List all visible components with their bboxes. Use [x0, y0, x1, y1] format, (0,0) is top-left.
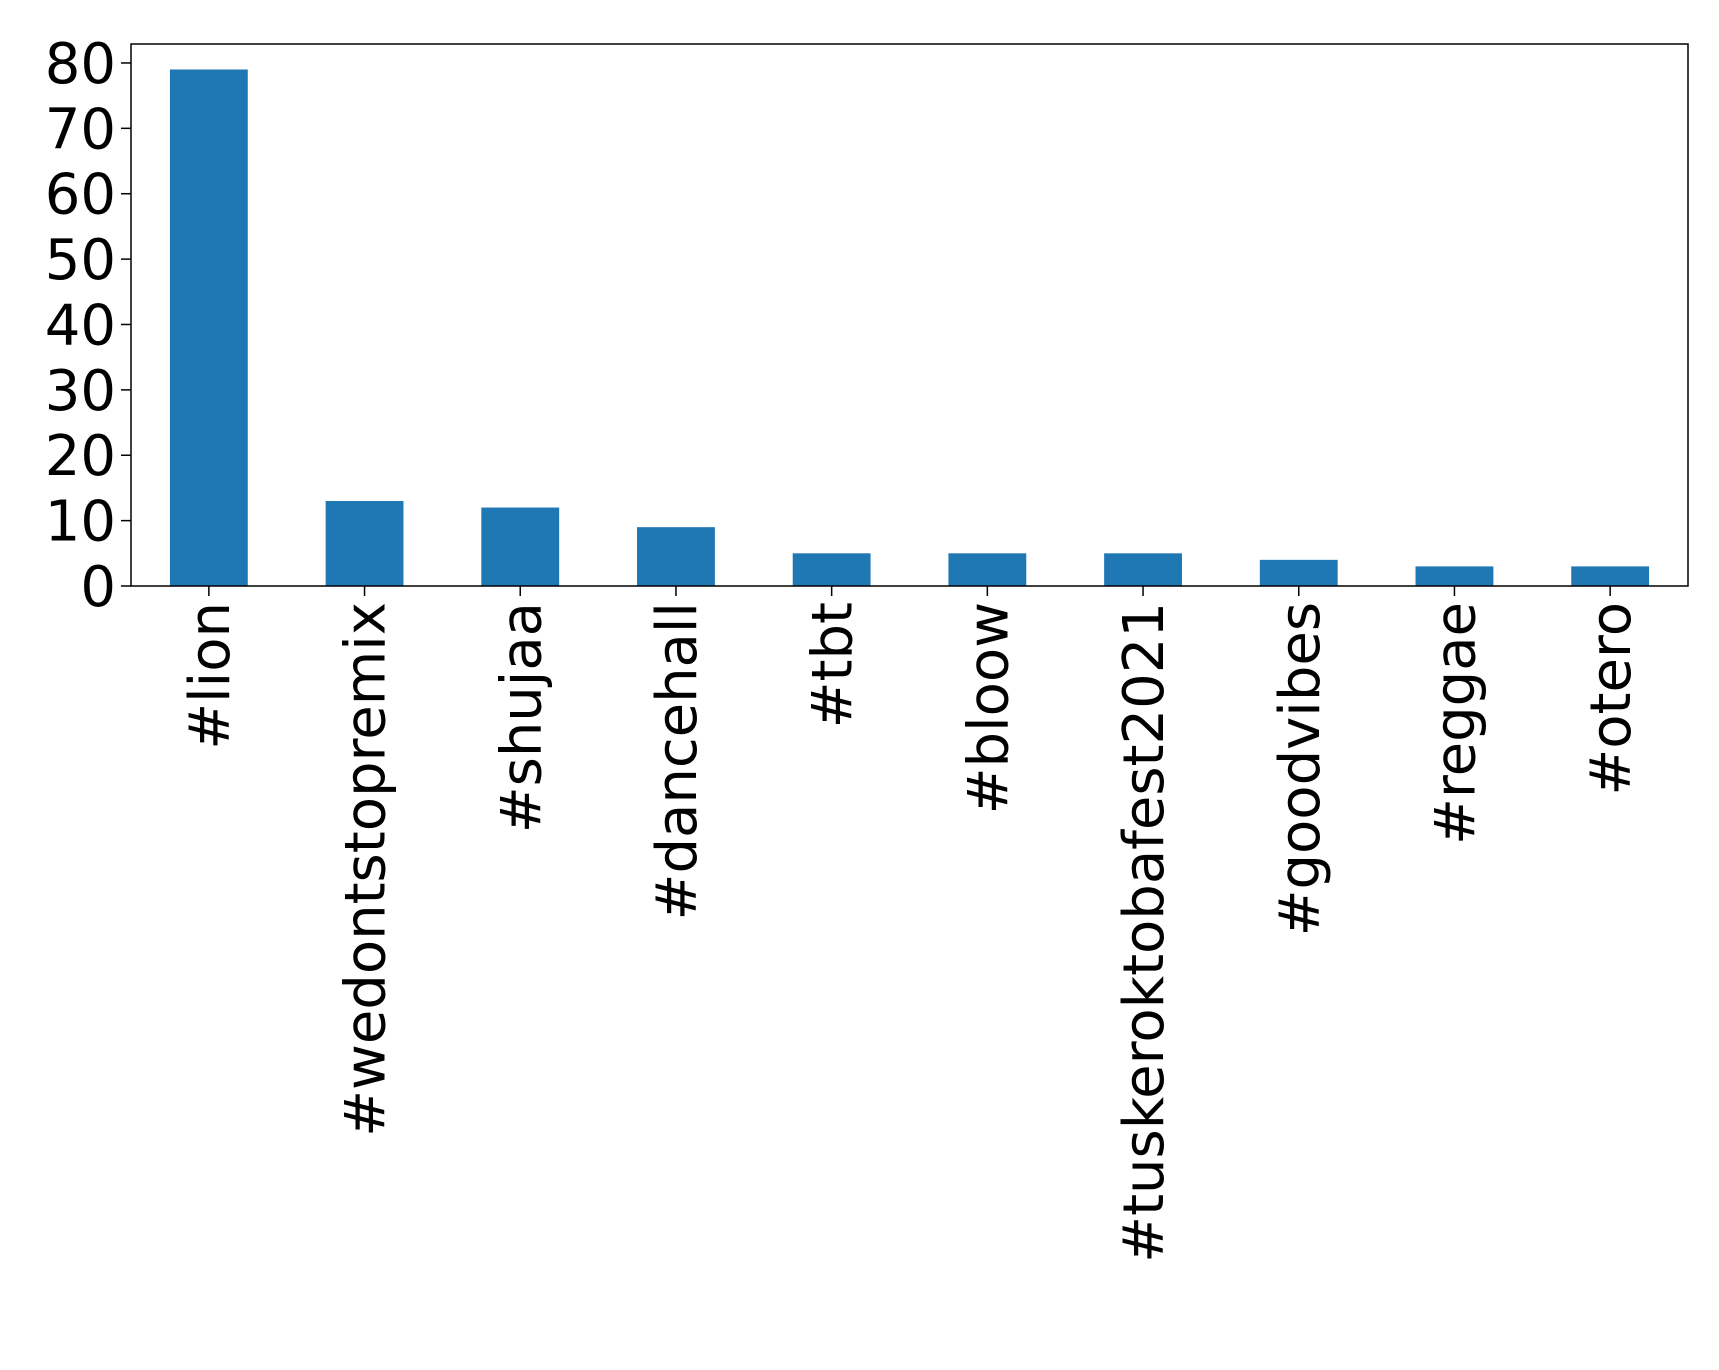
y-tick-label: 70: [45, 97, 116, 162]
bar-reggae: [1415, 566, 1494, 586]
x-tick-label: #tuskeroktobafest2021: [1112, 602, 1177, 1263]
bar-dancehall: [637, 527, 715, 586]
x-tick-label: #otero: [1579, 602, 1644, 796]
y-tick-label: 60: [45, 163, 116, 228]
y-tick-label: 30: [45, 359, 116, 424]
bar-bloow: [948, 553, 1027, 586]
x-tick-label: #wedontstopremix: [334, 602, 399, 1137]
y-tick-label: 50: [45, 228, 116, 293]
bars-group: [169, 69, 1650, 587]
y-tick-label: 10: [45, 490, 116, 555]
y-tick-label: 20: [45, 424, 116, 489]
x-tick-label: #shujaa: [489, 602, 554, 833]
bar-goodvibes: [1259, 559, 1338, 586]
x-tick-label: #goodvibes: [1268, 602, 1333, 936]
y-tick-label: 80: [45, 32, 116, 97]
bar-tuskeroktobafest2021: [1104, 553, 1182, 586]
bar-otero: [1571, 566, 1650, 586]
bar-wedontstopremix: [325, 501, 404, 586]
bar-shujaa: [481, 507, 560, 586]
bar-lion: [169, 69, 248, 587]
x-tick-label: #tbt: [801, 602, 866, 728]
x-tick-label: #lion: [178, 602, 243, 750]
y-tick-label: 0: [80, 555, 116, 620]
x-tick-label: #bloow: [956, 602, 1021, 814]
x-tick-label: #reggae: [1423, 602, 1488, 845]
x-tick-label: #dancehall: [645, 602, 710, 920]
x-axis: #lion #wedontstopremix #shujaa #dancehall #t…: [178, 586, 1644, 1263]
y-tick-label: 40: [45, 293, 116, 358]
bar-tbt: [792, 553, 871, 586]
plot-frame: [130, 43, 1689, 587]
